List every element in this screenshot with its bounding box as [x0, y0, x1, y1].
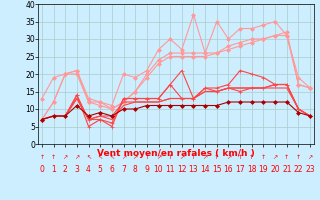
Text: 5: 5: [98, 165, 103, 174]
Text: ↑: ↑: [237, 155, 243, 160]
Text: ↑: ↑: [284, 155, 289, 160]
Text: 17: 17: [235, 165, 245, 174]
Text: 22: 22: [294, 165, 303, 174]
Text: ↑: ↑: [261, 155, 266, 160]
Text: 20: 20: [270, 165, 280, 174]
Text: ↗: ↗: [308, 155, 313, 160]
Text: 0: 0: [39, 165, 44, 174]
Text: ↗: ↗: [132, 155, 138, 160]
Text: 16: 16: [224, 165, 233, 174]
Text: ↑: ↑: [51, 155, 56, 160]
Text: ↗: ↗: [121, 155, 126, 160]
Text: 13: 13: [189, 165, 198, 174]
Text: 1: 1: [51, 165, 56, 174]
Text: ↗: ↗: [273, 155, 278, 160]
Text: 14: 14: [200, 165, 210, 174]
Text: ↗: ↗: [226, 155, 231, 160]
Text: ↑: ↑: [191, 155, 196, 160]
Text: 19: 19: [259, 165, 268, 174]
Text: 7: 7: [121, 165, 126, 174]
Text: ↑: ↑: [39, 155, 44, 160]
Text: 10: 10: [154, 165, 163, 174]
Text: 6: 6: [109, 165, 114, 174]
Text: ↑: ↑: [249, 155, 254, 160]
Text: 8: 8: [133, 165, 138, 174]
Text: ↗: ↗: [179, 155, 184, 160]
Text: ↑: ↑: [144, 155, 149, 160]
Text: ↗: ↗: [156, 155, 161, 160]
Text: 21: 21: [282, 165, 292, 174]
Text: 23: 23: [305, 165, 315, 174]
Text: ↗: ↗: [203, 155, 208, 160]
Text: 3: 3: [75, 165, 79, 174]
Text: 4: 4: [86, 165, 91, 174]
Text: 15: 15: [212, 165, 222, 174]
Text: ↑: ↑: [296, 155, 301, 160]
Text: ↖: ↖: [98, 155, 103, 160]
Text: ↗: ↗: [74, 155, 79, 160]
Text: ↖: ↖: [86, 155, 91, 160]
Text: 12: 12: [177, 165, 187, 174]
Text: ↑: ↑: [168, 155, 173, 160]
X-axis label: Vent moyen/en rafales ( km/h ): Vent moyen/en rafales ( km/h ): [97, 149, 255, 158]
Text: ↑: ↑: [214, 155, 220, 160]
Text: 9: 9: [144, 165, 149, 174]
Text: 18: 18: [247, 165, 257, 174]
Text: 11: 11: [165, 165, 175, 174]
Text: 2: 2: [63, 165, 68, 174]
Text: ↖: ↖: [109, 155, 115, 160]
Text: ↗: ↗: [63, 155, 68, 160]
